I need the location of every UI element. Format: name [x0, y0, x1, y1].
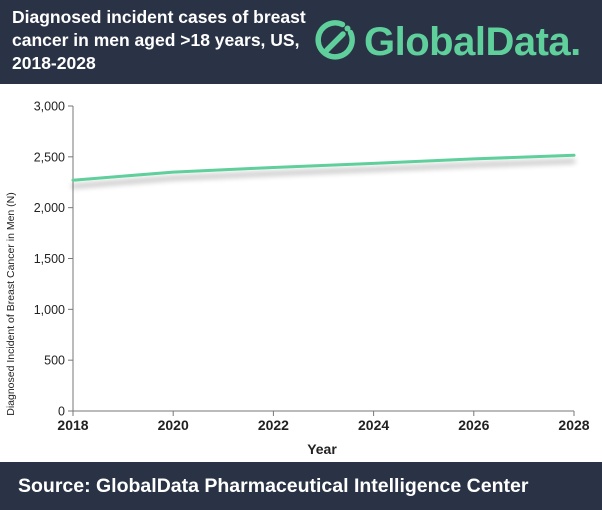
y-tick-label: 1,500 — [34, 252, 65, 266]
series-layer — [71, 153, 576, 182]
x-tick-label: 2018 — [57, 417, 88, 433]
x-tick-label: 2020 — [158, 417, 189, 433]
footer-banner: Source: GlobalData Pharmaceutical Intell… — [0, 462, 602, 510]
logo-wordmark: GlobalData. — [364, 20, 581, 64]
y-tick-label: 0 — [58, 405, 65, 419]
x-tick-label: 2022 — [258, 417, 289, 433]
y-tick-label: 500 — [44, 354, 65, 368]
globaldata-logo: GlobalData. — [312, 10, 594, 74]
y-tick-label: 1,000 — [34, 303, 65, 317]
x-tick-label: 2024 — [358, 417, 389, 433]
line-chart: Diagnosed Incident of Breast Cancer in M… — [5, 100, 590, 458]
y-axis: 0 500 1,000 1,500 2,000 2,500 3,000 — [34, 100, 73, 419]
y-tick-label: 2,000 — [34, 201, 65, 215]
title-line-3: 2018-2028 — [12, 53, 96, 73]
header-banner: Diagnosed incident cases of breast cance… — [0, 0, 602, 84]
title-line-1: Diagnosed incident cases of breast — [12, 7, 306, 27]
chart-title: Diagnosed incident cases of breast cance… — [12, 6, 312, 75]
x-axis-title: Year — [307, 441, 337, 457]
x-axis: 2018 2020 2022 2024 2026 2028 — [57, 411, 590, 433]
y-axis-title: Diagnosed Incident of Breast Cancer in M… — [5, 192, 17, 416]
title-line-2: cancer in men aged >18 years, US, — [12, 30, 300, 50]
series-line — [71, 153, 576, 182]
x-tick-label: 2028 — [558, 417, 589, 433]
y-tick-label: 2,500 — [34, 150, 65, 164]
source-note: Source: GlobalData Pharmaceutical Intell… — [18, 475, 529, 497]
y-tick-label: 3,000 — [34, 100, 65, 114]
x-tick-label: 2026 — [458, 417, 489, 433]
globaldata-logo-icon — [315, 20, 355, 60]
